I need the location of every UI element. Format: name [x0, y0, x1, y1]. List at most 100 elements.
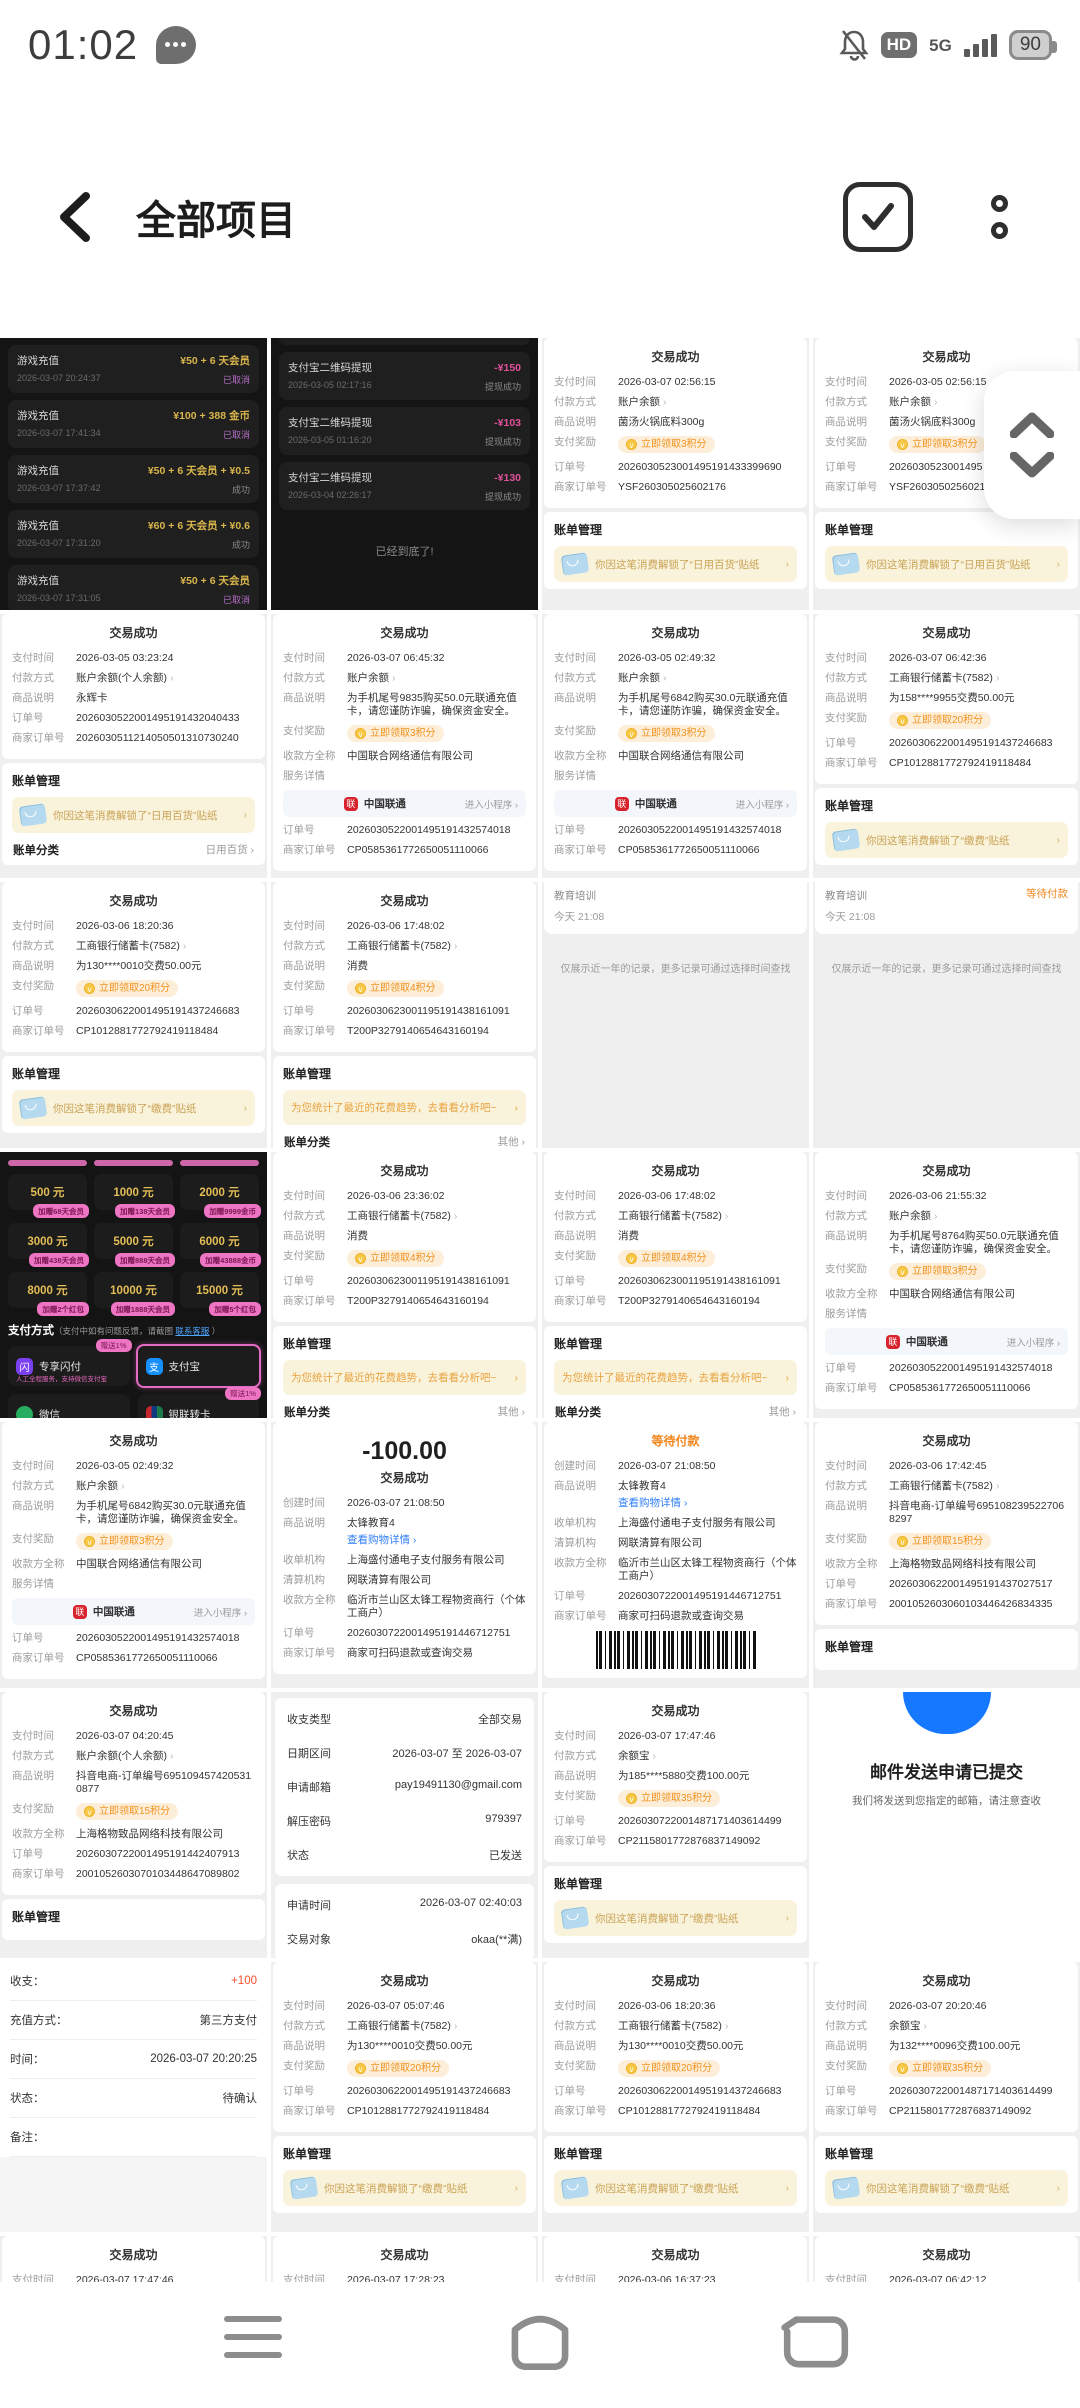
gallery-thumbnail-r2c3[interactable]: 交易成功 支付时间 2026-03-05 02:49:32 付款方式 账户余额 › 商品说明…	[542, 614, 809, 878]
export-value[interactable]: 已发送	[489, 1850, 522, 1862]
sticker-banner[interactable]: 你因这笔消费解锁了“缴费”贴纸 ›	[283, 2170, 526, 2206]
gallery-thumbnail-r5c1[interactable]: 交易成功 支付时间 2026-03-05 02:49:32 付款方式 账户余额 › 商品说明…	[0, 1422, 267, 1688]
amount-option[interactable]: 5000 元加赠888天会员	[94, 1223, 175, 1267]
select-mode-button[interactable]	[843, 182, 913, 252]
gallery-thumbnail-r4c4[interactable]: 交易成功 支付时间 2026-03-06 21:55:32 付款方式 账户余额 › 商品说明…	[813, 1152, 1080, 1418]
back-nav-button[interactable]	[778, 2306, 854, 2370]
sticker-banner[interactable]: 你因这笔消费解锁了“缴费”贴纸 ›	[825, 822, 1068, 858]
reward-pill[interactable]: 立即领取3积分	[618, 436, 715, 453]
reward-pill[interactable]: 立即领取3积分	[889, 436, 986, 453]
back-icon[interactable]	[52, 191, 96, 243]
scroll-down-icon[interactable]	[1010, 452, 1054, 478]
bill-class-row[interactable]: 账单分类 其他 ›	[283, 1134, 526, 1148]
mini-program-link[interactable]: 进入小程序 ›	[1006, 1337, 1060, 1349]
gallery-thumbnail-r8c2[interactable]: 交易成功 支付时间 2026-03-07 17:28:23	[271, 2236, 538, 2282]
contact-support-link[interactable]: 联系客服	[175, 1326, 210, 1336]
sticker-banner[interactable]: 你因这笔消费解锁了“日用百货”贴纸 ›	[554, 546, 797, 582]
reward-pill[interactable]: 立即领取4积分	[347, 1250, 444, 1267]
list-item[interactable]: 支付宝二维码提现 -¥103 2026-03-05 01:16:20 提现成功	[279, 407, 530, 455]
reward-pill[interactable]: 立即领取35积分	[618, 1790, 721, 1807]
service-detail-card[interactable]: 联中国联通 进入小程序 ›	[283, 790, 526, 817]
bill-class-row[interactable]: 账单分类 日用百货 ›	[12, 842, 255, 858]
pay-option-alipay[interactable]: 支支付宝	[135, 1344, 261, 1388]
amount-option[interactable]: 15000 元加赠5个红包	[180, 1272, 261, 1316]
reward-pill[interactable]: 立即领取4积分	[618, 1250, 715, 1267]
gallery-thumbnail-r3c1[interactable]: 交易成功 支付时间 2026-03-06 18:20:36 付款方式 工商银行储蓄卡(7…	[0, 882, 267, 1148]
amount-option[interactable]: 8000 元加赠2个红包	[8, 1272, 89, 1316]
list-item[interactable]: 游戏充值 ¥50 + 6 天会员 2026-03-07 17:31:05 已取消	[8, 565, 259, 610]
reward-pill[interactable]: 立即领取20积分	[76, 980, 179, 997]
gallery-thumbnail-r4c3[interactable]: 交易成功 支付时间 2026-03-06 17:48:02 付款方式 工商银行储蓄卡(7…	[542, 1152, 809, 1418]
amount-option[interactable]: 500 元加赠68天会员	[8, 1174, 89, 1218]
record-item[interactable]: 教育培训 今天 21:08	[544, 882, 807, 934]
reward-pill[interactable]: 立即领取20积分	[889, 712, 992, 729]
list-item[interactable]: 支付宝二维码提现 -¥150 2026-03-05 02:17:16 提现成功	[279, 352, 530, 400]
reward-pill[interactable]: 立即领取35积分	[889, 2060, 992, 2077]
trend-banner[interactable]: 为您统计了最近的花费趋势，去看看分析吧~ ›	[283, 1360, 526, 1395]
gallery-thumbnail-r6c2[interactable]: 收支类型 全部交易 日期区间 2026-03-07 至 2026-03-07 申请邮箱 p…	[271, 1692, 538, 1958]
reward-pill[interactable]: 立即领取4积分	[347, 980, 444, 997]
gallery-thumbnail-r2c1[interactable]: 交易成功 支付时间 2026-03-05 03:23:24 付款方式 账户余额(个人余额…	[0, 614, 267, 878]
gallery-thumbnail-r8c4[interactable]: 交易成功 支付时间 2026-03-07 06:42:12	[813, 2236, 1080, 2282]
gallery-thumbnail-r7c2[interactable]: 交易成功 支付时间 2026-03-07 05:07:46 付款方式 工商银行储蓄卡(7…	[271, 1962, 538, 2232]
home-button[interactable]	[505, 2306, 575, 2372]
mini-program-link[interactable]: 进入小程序 ›	[735, 799, 789, 811]
gallery-thumbnail-r7c3[interactable]: 交易成功 支付时间 2026-03-06 18:20:36 付款方式 工商银行储蓄卡(7…	[542, 1962, 809, 2232]
gallery-thumbnail-r6c3[interactable]: 交易成功 支付时间 2026-03-07 17:47:46 付款方式 余额宝 › 商品说明为…	[542, 1692, 809, 1958]
list-item[interactable]: 支付宝二维码提现 -¥130 2026-03-04 02:26:17 提现成功	[279, 462, 530, 510]
service-detail-card[interactable]: 联中国联通 进入小程序 ›	[12, 1598, 255, 1625]
trend-banner[interactable]: 为您统计了最近的花费趋势，去看看分析吧~ ›	[283, 1090, 526, 1125]
sticker-banner[interactable]: 你因这笔消费解锁了“缴费”贴纸 ›	[554, 2170, 797, 2206]
reward-pill[interactable]: 立即领取3积分	[347, 725, 444, 742]
reward-pill[interactable]: 立即领取3积分	[618, 725, 715, 742]
trend-banner[interactable]: 为您统计了最近的花费趋势，去看看分析吧~ ›	[554, 1360, 797, 1395]
gallery-thumbnail-r1c1[interactable]: 游戏充值 ¥50 + 6 天会员 2026-03-07 20:24:37 已取消 游戏充…	[0, 338, 267, 610]
recents-button[interactable]	[214, 2306, 292, 2368]
reward-pill[interactable]: 立即领取3积分	[889, 1263, 986, 1280]
amount-option[interactable]: 10000 元加赠1888天会员	[94, 1272, 175, 1316]
list-item[interactable]: 游戏充值 ¥50 + 6 天会员 + ¥0.5 2026-03-07 17:37:4…	[8, 455, 259, 503]
more-menu-icon[interactable]	[991, 195, 1008, 239]
gallery-thumbnail-r1c2[interactable]: 支付宝二维码提现 -¥150 2026-03-05 02:17:16 提现成功 支付宝二…	[271, 338, 538, 610]
gallery-thumbnail-r6c1[interactable]: 交易成功 支付时间 2026-03-07 04:20:45 付款方式 账户余额(个人余额…	[0, 1692, 267, 1958]
gallery-thumbnail-r3c4[interactable]: 教育培训 今天 21:08 等待付款 仅展示近一年的记录，更多记录可通过选择时间查找	[813, 882, 1080, 1148]
amount-option[interactable]: 2000 元加赠9999金币	[180, 1174, 261, 1218]
gallery-thumbnail-r5c3[interactable]: 等待付款 创建时间 2026-03-07 21:08:50 商品说明 太锋教育4 查看购物…	[542, 1422, 809, 1688]
pay-option-wechat[interactable]: 微信	[8, 1394, 130, 1418]
gallery-thumbnail-r2c4[interactable]: 交易成功 支付时间 2026-03-07 06:42:36 付款方式 工商银行储蓄卡(7…	[813, 614, 1080, 878]
detail-link[interactable]: 查看购物详情 ›	[347, 1534, 417, 1546]
gallery-thumbnail-r8c1[interactable]: 交易成功 支付时间 2026-03-07 17:47:46	[0, 2236, 267, 2282]
reward-pill[interactable]: 立即领取20积分	[618, 2060, 721, 2077]
sticker-banner[interactable]: 你因这笔消费解锁了“缴费”贴纸 ›	[12, 1090, 255, 1126]
gallery-thumbnail-r4c2[interactable]: 交易成功 支付时间 2026-03-06 23:36:02 付款方式 工商银行储蓄卡(7…	[271, 1152, 538, 1418]
amount-option[interactable]: 3000 元加赠438天会员	[8, 1223, 89, 1267]
detail-link[interactable]: 查看购物详情 ›	[618, 1497, 688, 1509]
reward-pill[interactable]: 立即领取20积分	[347, 2060, 450, 2077]
list-item[interactable]: 游戏充值 ¥50 + 6 天会员 2026-03-07 20:24:37 已取消	[8, 345, 259, 393]
pay-option-unionpay[interactable]: 银联转卡 赠送1%	[137, 1387, 261, 1418]
gallery-thumbnail-r1c3[interactable]: 交易成功 支付时间 2026-03-07 02:56:15 付款方式 账户余额 › 商品说明…	[542, 338, 809, 610]
gallery-thumbnail-r4c1[interactable]: 500 元加赠68天会员 1000 元加赠138天会员 2000 元加赠9999金币…	[0, 1152, 267, 1418]
gallery-thumbnail-r3c2[interactable]: 交易成功 支付时间 2026-03-06 17:48:02 付款方式 工商银行储蓄卡(7…	[271, 882, 538, 1148]
pay-option-flash[interactable]: 闪专享闪付 人工全程服务，支持微信支付宝 赠送1%	[8, 1339, 132, 1386]
mini-program-link[interactable]: 进入小程序 ›	[464, 799, 518, 811]
service-detail-card[interactable]: 联中国联通 进入小程序 ›	[554, 790, 797, 817]
amount-option[interactable]: 1000 元加赠138天会员	[94, 1174, 175, 1218]
list-item[interactable]: 游戏充值 ¥60 + 6 天会员 + ¥0.6 2026-03-07 17:31:2…	[8, 510, 259, 558]
sticker-banner[interactable]: 你因这笔消费解锁了“缴费”贴纸 ›	[825, 2170, 1068, 2206]
gallery-thumbnail-r3c3[interactable]: 教育培训 今天 21:08 仅展示近一年的记录，更多记录可通过选择时间查找	[542, 882, 809, 1148]
gallery-thumbnail-r5c2[interactable]: -100.00 交易成功 创建时间 2026-03-07 21:08:50 商品说明 太锋…	[271, 1422, 538, 1688]
bill-class-row[interactable]: 账单分类 其他 ›	[554, 1404, 797, 1418]
gallery-thumbnail-r2c2[interactable]: 交易成功 支付时间 2026-03-07 06:45:32 付款方式 账户余额 › 商品说明…	[271, 614, 538, 878]
mini-program-link[interactable]: 进入小程序 ›	[193, 1607, 247, 1619]
gallery-thumbnail-r7c4[interactable]: 交易成功 支付时间 2026-03-07 20:20:46 付款方式 余额宝 › 商品说明为…	[813, 1962, 1080, 2232]
sticker-banner[interactable]: 你因这笔消费解锁了“日用百货”贴纸 ›	[12, 797, 255, 833]
gallery-thumbnail-r8c3[interactable]: 交易成功 支付时间 2026-03-06 16:37:23	[542, 2236, 809, 2282]
amount-option[interactable]: 6000 元加赠43888金币	[180, 1223, 261, 1267]
service-detail-card[interactable]: 联中国联通 进入小程序 ›	[825, 1328, 1068, 1355]
reward-pill[interactable]: 立即领取15积分	[889, 1533, 992, 1550]
gallery-thumbnail-r7c1[interactable]: 收支： +100 充值方式： 第三方支付 时间： 2026-03-07 20:20:25 状…	[0, 1962, 267, 2232]
gallery-thumbnail-r5c4[interactable]: 交易成功 支付时间 2026-03-06 17:42:45 付款方式 工商银行储蓄卡(7…	[813, 1422, 1080, 1688]
sticker-banner[interactable]: 你因这笔消费解锁了“缴费”贴纸 ›	[554, 1900, 797, 1936]
bill-class-row[interactable]: 账单分类 其他 ›	[283, 1404, 526, 1418]
